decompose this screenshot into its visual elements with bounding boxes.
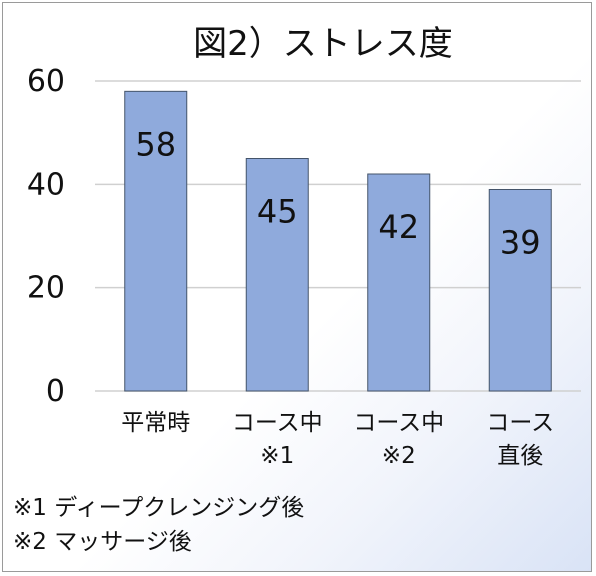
footnote: ※2 マッサージ後 — [13, 529, 192, 555]
y-tick-label: 20 — [27, 271, 65, 306]
x-tick-label: コース — [486, 410, 554, 436]
bar — [488, 189, 552, 392]
bar-chart: 図2）ストレス度 58 45 42 39 0 20 40 60 平常時 コース中 ※1 コース中 ※… — [13, 24, 581, 555]
data-label: 45 — [257, 193, 298, 231]
bar — [124, 90, 188, 392]
chart-title: 図2）ストレス度 — [193, 24, 453, 64]
bar — [245, 158, 309, 392]
y-tick-label: 40 — [27, 167, 65, 202]
y-axis-ticks: 0 20 40 60 — [27, 64, 65, 409]
y-tick-label: 0 — [46, 374, 65, 409]
footnote: ※1 ディープクレンジング後 — [13, 495, 304, 521]
bars: 58 45 42 39 — [124, 90, 552, 392]
x-tick-label: ※1 — [260, 443, 294, 469]
x-tick-label: コース中 — [353, 410, 444, 436]
x-tick-label: ※2 — [382, 443, 416, 469]
data-label: 58 — [135, 125, 176, 163]
y-tick-label: 60 — [27, 64, 65, 99]
data-label: 42 — [378, 208, 419, 246]
chart-frame: 図2）ストレス度 58 45 42 39 0 20 40 60 平常時 コース中 ※1 コース中 ※… — [2, 2, 592, 572]
x-tick-label: 平常時 — [121, 410, 190, 436]
x-tick-label: 直後 — [497, 443, 543, 469]
footnotes: ※1 ディープクレンジング後 ※2 マッサージ後 — [13, 495, 304, 555]
x-tick-label: コース中 — [232, 410, 323, 436]
bar — [367, 173, 431, 392]
data-label: 39 — [500, 224, 541, 262]
